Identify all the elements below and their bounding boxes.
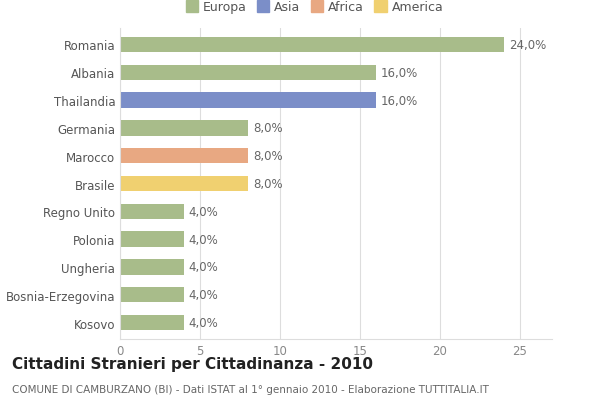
- Text: 4,0%: 4,0%: [189, 233, 218, 246]
- Text: COMUNE DI CAMBURZANO (BI) - Dati ISTAT al 1° gennaio 2010 - Elaborazione TUTTITA: COMUNE DI CAMBURZANO (BI) - Dati ISTAT a…: [12, 384, 489, 394]
- Text: 24,0%: 24,0%: [509, 39, 546, 52]
- Bar: [120, 38, 504, 53]
- Bar: [120, 260, 184, 275]
- Text: 16,0%: 16,0%: [381, 94, 418, 107]
- Text: 4,0%: 4,0%: [189, 205, 218, 218]
- Bar: [120, 121, 248, 136]
- Legend: Europa, Asia, Africa, America: Europa, Asia, Africa, America: [181, 0, 448, 19]
- Text: Cittadini Stranieri per Cittadinanza - 2010: Cittadini Stranieri per Cittadinanza - 2…: [12, 356, 373, 371]
- Text: 4,0%: 4,0%: [189, 289, 218, 301]
- Text: 8,0%: 8,0%: [253, 122, 283, 135]
- Bar: [120, 176, 248, 192]
- Bar: [120, 288, 184, 303]
- Bar: [120, 232, 184, 247]
- Text: 4,0%: 4,0%: [189, 261, 218, 274]
- Text: 4,0%: 4,0%: [189, 316, 218, 329]
- Bar: [120, 148, 248, 164]
- Bar: [120, 204, 184, 220]
- Text: 8,0%: 8,0%: [253, 178, 283, 191]
- Bar: [120, 65, 376, 81]
- Bar: [120, 93, 376, 108]
- Text: 16,0%: 16,0%: [381, 67, 418, 79]
- Text: 8,0%: 8,0%: [253, 150, 283, 163]
- Bar: [120, 315, 184, 330]
